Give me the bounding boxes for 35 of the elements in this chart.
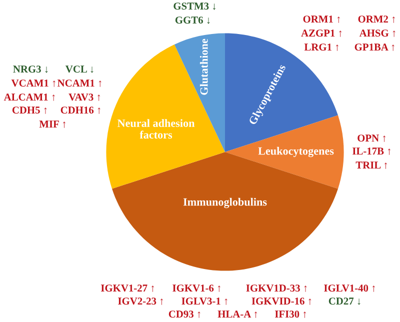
text: MIF ↑	[39, 120, 66, 128]
text: AZGP1 ↑	[301, 30, 342, 37]
text: ALCAM1 ↑	[4, 94, 55, 101]
slice-label: Immunoglobulins	[183, 198, 267, 208]
text: GP1BA ↑	[354, 44, 394, 51]
text: VCAM1 ↑	[11, 80, 56, 87]
text: IGKVID-16 ↑	[252, 298, 312, 305]
text: IGLV3-1 ↑	[182, 298, 228, 305]
text: VAV3 ↑	[68, 94, 100, 101]
text: LRG1 ↑	[304, 44, 338, 51]
text: OPN ↑	[358, 134, 386, 142]
slice-label: Neural adhesion factors	[117, 119, 195, 139]
text: CDH5 ↑	[12, 106, 47, 114]
text: IGLV1-40 ↑	[324, 284, 375, 292]
text: IL-17B ↑	[352, 148, 390, 155]
text: IFI30 ↑	[275, 310, 306, 318]
text: NRG3 ↓	[13, 66, 48, 73]
slice-label: Leukocytogenes	[258, 146, 334, 158]
slice-label: Glutathione	[200, 38, 208, 95]
text: IGKV1-27 ↑	[101, 284, 154, 292]
text: TRIL ↑	[356, 162, 387, 169]
text: HLA-A ↑	[218, 310, 258, 318]
text: IGKV1D-33 ↑	[246, 284, 307, 292]
text: ORM2 ↑	[358, 16, 395, 23]
text: IGV2-23 ↑	[118, 298, 163, 305]
text: CD27 ↓	[328, 298, 360, 305]
text: GSTM3 ↓	[174, 2, 216, 10]
text: VCL ↓	[66, 66, 94, 73]
text: IGKV1-6 ↑	[172, 284, 220, 292]
text: CD93 ↑	[168, 310, 200, 318]
text: NCAM1 ↑	[57, 80, 102, 87]
text: GGT6 ↓	[175, 16, 210, 24]
text: CDH16 ↑	[60, 106, 100, 114]
text: AHSG ↑	[359, 30, 396, 37]
text: ORM1 ↑	[303, 16, 340, 23]
